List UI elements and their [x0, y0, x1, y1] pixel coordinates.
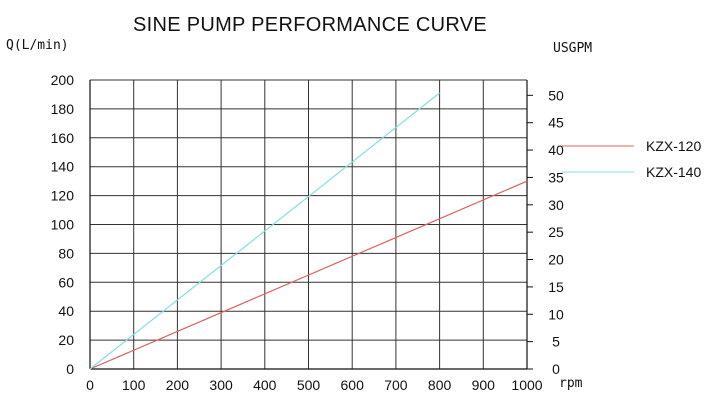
y2-tick-label: 20: [548, 252, 564, 268]
x-tick-label: 700: [384, 377, 408, 393]
y-tick-label: 160: [51, 130, 75, 146]
series-line-kzx-140: [89, 92, 440, 370]
y-tick-label: 100: [51, 217, 75, 233]
y-tick-label: 120: [51, 188, 75, 204]
x-tick-label: 1000: [511, 377, 542, 393]
y-tick-label: 80: [58, 245, 74, 261]
x-tick-label: 0: [86, 377, 94, 393]
y2-tick-label: 30: [548, 197, 564, 213]
chart-title: SINE PUMP PERFORMANCE CURVE: [132, 14, 488, 36]
axes: [89, 80, 528, 370]
tick-labels: 0 100 200 300 400 500 600 700 800 900 100002040608…: [51, 72, 564, 393]
y2-tick-label: 25: [548, 224, 564, 240]
y2-tick-label: 10: [548, 306, 564, 322]
y-tick-label: 180: [51, 101, 75, 117]
x-tick-label: 600: [341, 377, 365, 393]
legend-label-kzx-140: KZX-140: [646, 164, 701, 180]
x-tick-label: 100: [122, 377, 146, 393]
y2-tick-label: 35: [548, 169, 564, 185]
y-tick-label: 140: [51, 159, 75, 175]
y-tick-label: 20: [58, 332, 74, 348]
legend: KZX-120 KZX-140: [562, 138, 701, 180]
y2-tick-label: 45: [548, 115, 564, 131]
x-tick-label: 400: [253, 377, 277, 393]
y2-tick-label: 50: [548, 87, 564, 103]
y-axis-label: Q(L/min): [6, 38, 69, 53]
y-tick-label: 60: [58, 274, 74, 290]
y-tick-label: 200: [51, 72, 75, 88]
series-line-kzx-120: [89, 180, 528, 370]
y2-tick-label: 40: [548, 142, 564, 158]
x-tick-label: 900: [472, 377, 496, 393]
grid-lines: [89, 79, 528, 370]
y2-tick-label: 0: [552, 361, 560, 377]
y2-axis-label: USGPM: [553, 41, 593, 56]
x-tick-label: 500: [297, 377, 321, 393]
y-tick-label: 0: [66, 361, 74, 377]
x-axis-label: rpm: [559, 376, 583, 391]
legend-label-kzx-120: KZX-120: [646, 138, 701, 154]
x-tick-label: 200: [166, 377, 190, 393]
x-tick-label: 800: [428, 377, 452, 393]
y2-tick-label: 15: [548, 279, 564, 295]
y2-tick-label: 5: [552, 334, 560, 350]
x-tick-label: 300: [209, 377, 233, 393]
y-tick-label: 40: [58, 303, 74, 319]
series-lines: [89, 92, 528, 370]
